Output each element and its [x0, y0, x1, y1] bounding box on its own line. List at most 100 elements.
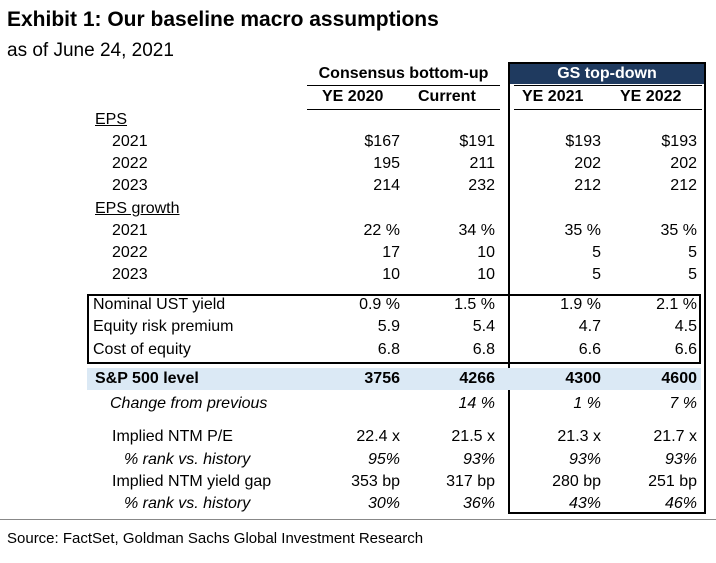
row-value: 232	[468, 177, 495, 194]
row-value: 21.7 x	[653, 428, 697, 445]
consensus-header: Consensus bottom-up	[318, 65, 489, 82]
row-label: 2021	[112, 133, 148, 150]
gs-header-rule	[514, 85, 702, 86]
row-value: 317 bp	[446, 473, 495, 490]
col-header-current: Current	[418, 88, 476, 105]
row-value: 0.9 %	[359, 296, 400, 313]
table-row: EPS	[0, 109, 716, 131]
row-value: 212	[670, 177, 697, 194]
row-value: 6.8	[472, 341, 495, 358]
gs-topdown-box	[508, 62, 706, 514]
row-value: 353 bp	[351, 473, 400, 490]
row-value: 22.4 x	[356, 428, 400, 445]
table-row: Cost of equity 6.8 6.8 6.6 6.6	[0, 339, 716, 361]
row-value: 17	[382, 244, 400, 261]
row-value: 202	[670, 155, 697, 172]
row-label: Nominal UST yield	[93, 296, 226, 313]
table-row: Change from previous 14 % 1 % 7 %	[0, 393, 716, 415]
exhibit-title: Exhibit 1: Our baseline macro assumption…	[7, 8, 439, 31]
row-value: 95%	[367, 451, 400, 468]
col-header-rule-left	[307, 109, 500, 110]
row-value: 280 bp	[552, 473, 601, 490]
row-label: EPS growth	[95, 200, 180, 217]
row-value: $193	[661, 133, 697, 150]
row-value: 46%	[664, 495, 697, 512]
row-value: 10	[477, 266, 495, 283]
row-value: 35 %	[564, 222, 601, 239]
row-label: Implied NTM yield gap	[112, 473, 272, 490]
row-value: 195	[373, 155, 400, 172]
row-label: % rank vs. history	[124, 451, 251, 468]
row-value: 6.6	[674, 341, 697, 358]
col-header-rule-right	[514, 109, 702, 110]
row-value: 7 %	[669, 395, 697, 412]
row-value: 10	[477, 244, 495, 261]
footer-rule	[0, 519, 716, 520]
row-value: 30%	[367, 495, 400, 512]
row-value: $191	[459, 133, 495, 150]
table-row: 2022 17 10 5 5	[0, 242, 716, 264]
row-label: 2021	[112, 222, 148, 239]
table-row: S&P 500 level 3756 4266 4300 4600	[0, 368, 716, 390]
row-value: 212	[574, 177, 601, 194]
row-value: 10	[382, 266, 400, 283]
row-label: 2023	[112, 177, 148, 194]
table-row: 2021 $167 $191 $193 $193	[0, 131, 716, 153]
row-value: 4.5	[674, 318, 697, 335]
row-value: 6.8	[377, 341, 400, 358]
row-value: 5	[688, 244, 697, 261]
row-value: 43%	[568, 495, 601, 512]
row-value: 5	[592, 244, 601, 261]
row-value: 21.3 x	[557, 428, 601, 445]
col-header-ye2021: YE 2021	[522, 88, 584, 105]
row-value: 4.7	[578, 318, 601, 335]
row-value: 3756	[364, 370, 400, 387]
gs-header: GS top-down	[510, 64, 704, 84]
row-label: % rank vs. history	[124, 495, 251, 512]
row-value: 93%	[664, 451, 697, 468]
row-value: $167	[364, 133, 400, 150]
table-row: Nominal UST yield 0.9 % 1.5 % 1.9 % 2.1 %	[0, 294, 716, 316]
row-value: 211	[469, 155, 495, 172]
row-value: 5.9	[377, 318, 400, 335]
row-value: 214	[373, 177, 400, 194]
row-value: 1 %	[573, 395, 601, 412]
table-row: Equity risk premium 5.9 5.4 4.7 4.5	[0, 316, 716, 338]
row-value: 4300	[565, 370, 601, 387]
consensus-header-rule	[307, 85, 500, 86]
row-value: $193	[565, 133, 601, 150]
row-value: 4600	[661, 370, 697, 387]
row-label: 2023	[112, 266, 148, 283]
row-value: 6.6	[578, 341, 601, 358]
col-header-ye2020: YE 2020	[322, 88, 384, 105]
row-value: 5	[592, 266, 601, 283]
row-value: 2.1 %	[656, 296, 697, 313]
table-row: 2021 22 % 34 % 35 % 35 %	[0, 220, 716, 242]
row-value: 34 %	[458, 222, 495, 239]
row-value: 5.4	[472, 318, 495, 335]
row-label: Equity risk premium	[93, 318, 234, 335]
row-value: 4266	[459, 370, 495, 387]
source-note: Source: FactSet, Goldman Sachs Global In…	[7, 530, 424, 547]
row-label: Implied NTM P/E	[112, 428, 233, 445]
col-header-ye2022: YE 2022	[620, 88, 682, 105]
row-value: 35 %	[660, 222, 697, 239]
table-row: % rank vs. history 95% 93% 93% 93%	[0, 449, 716, 471]
row-label: EPS	[95, 111, 128, 128]
row-value: 36%	[462, 495, 495, 512]
row-value: 5	[688, 266, 697, 283]
rates-box	[87, 294, 701, 364]
row-value: 14 %	[458, 395, 495, 412]
row-label: Change from previous	[110, 395, 268, 412]
row-value: 202	[574, 155, 601, 172]
row-value: 21.5 x	[451, 428, 495, 445]
table-row: 2022 195 211 202 202	[0, 153, 716, 175]
row-value: 22 %	[363, 222, 400, 239]
row-value: 251 bp	[648, 473, 697, 490]
table-row: % rank vs. history 30% 36% 43% 46%	[0, 493, 716, 515]
row-label: 2022	[112, 155, 148, 172]
row-value: 1.5 %	[454, 296, 495, 313]
row-label: S&P 500 level	[95, 370, 199, 387]
row-label: Cost of equity	[93, 341, 191, 358]
row-value: 93%	[462, 451, 495, 468]
